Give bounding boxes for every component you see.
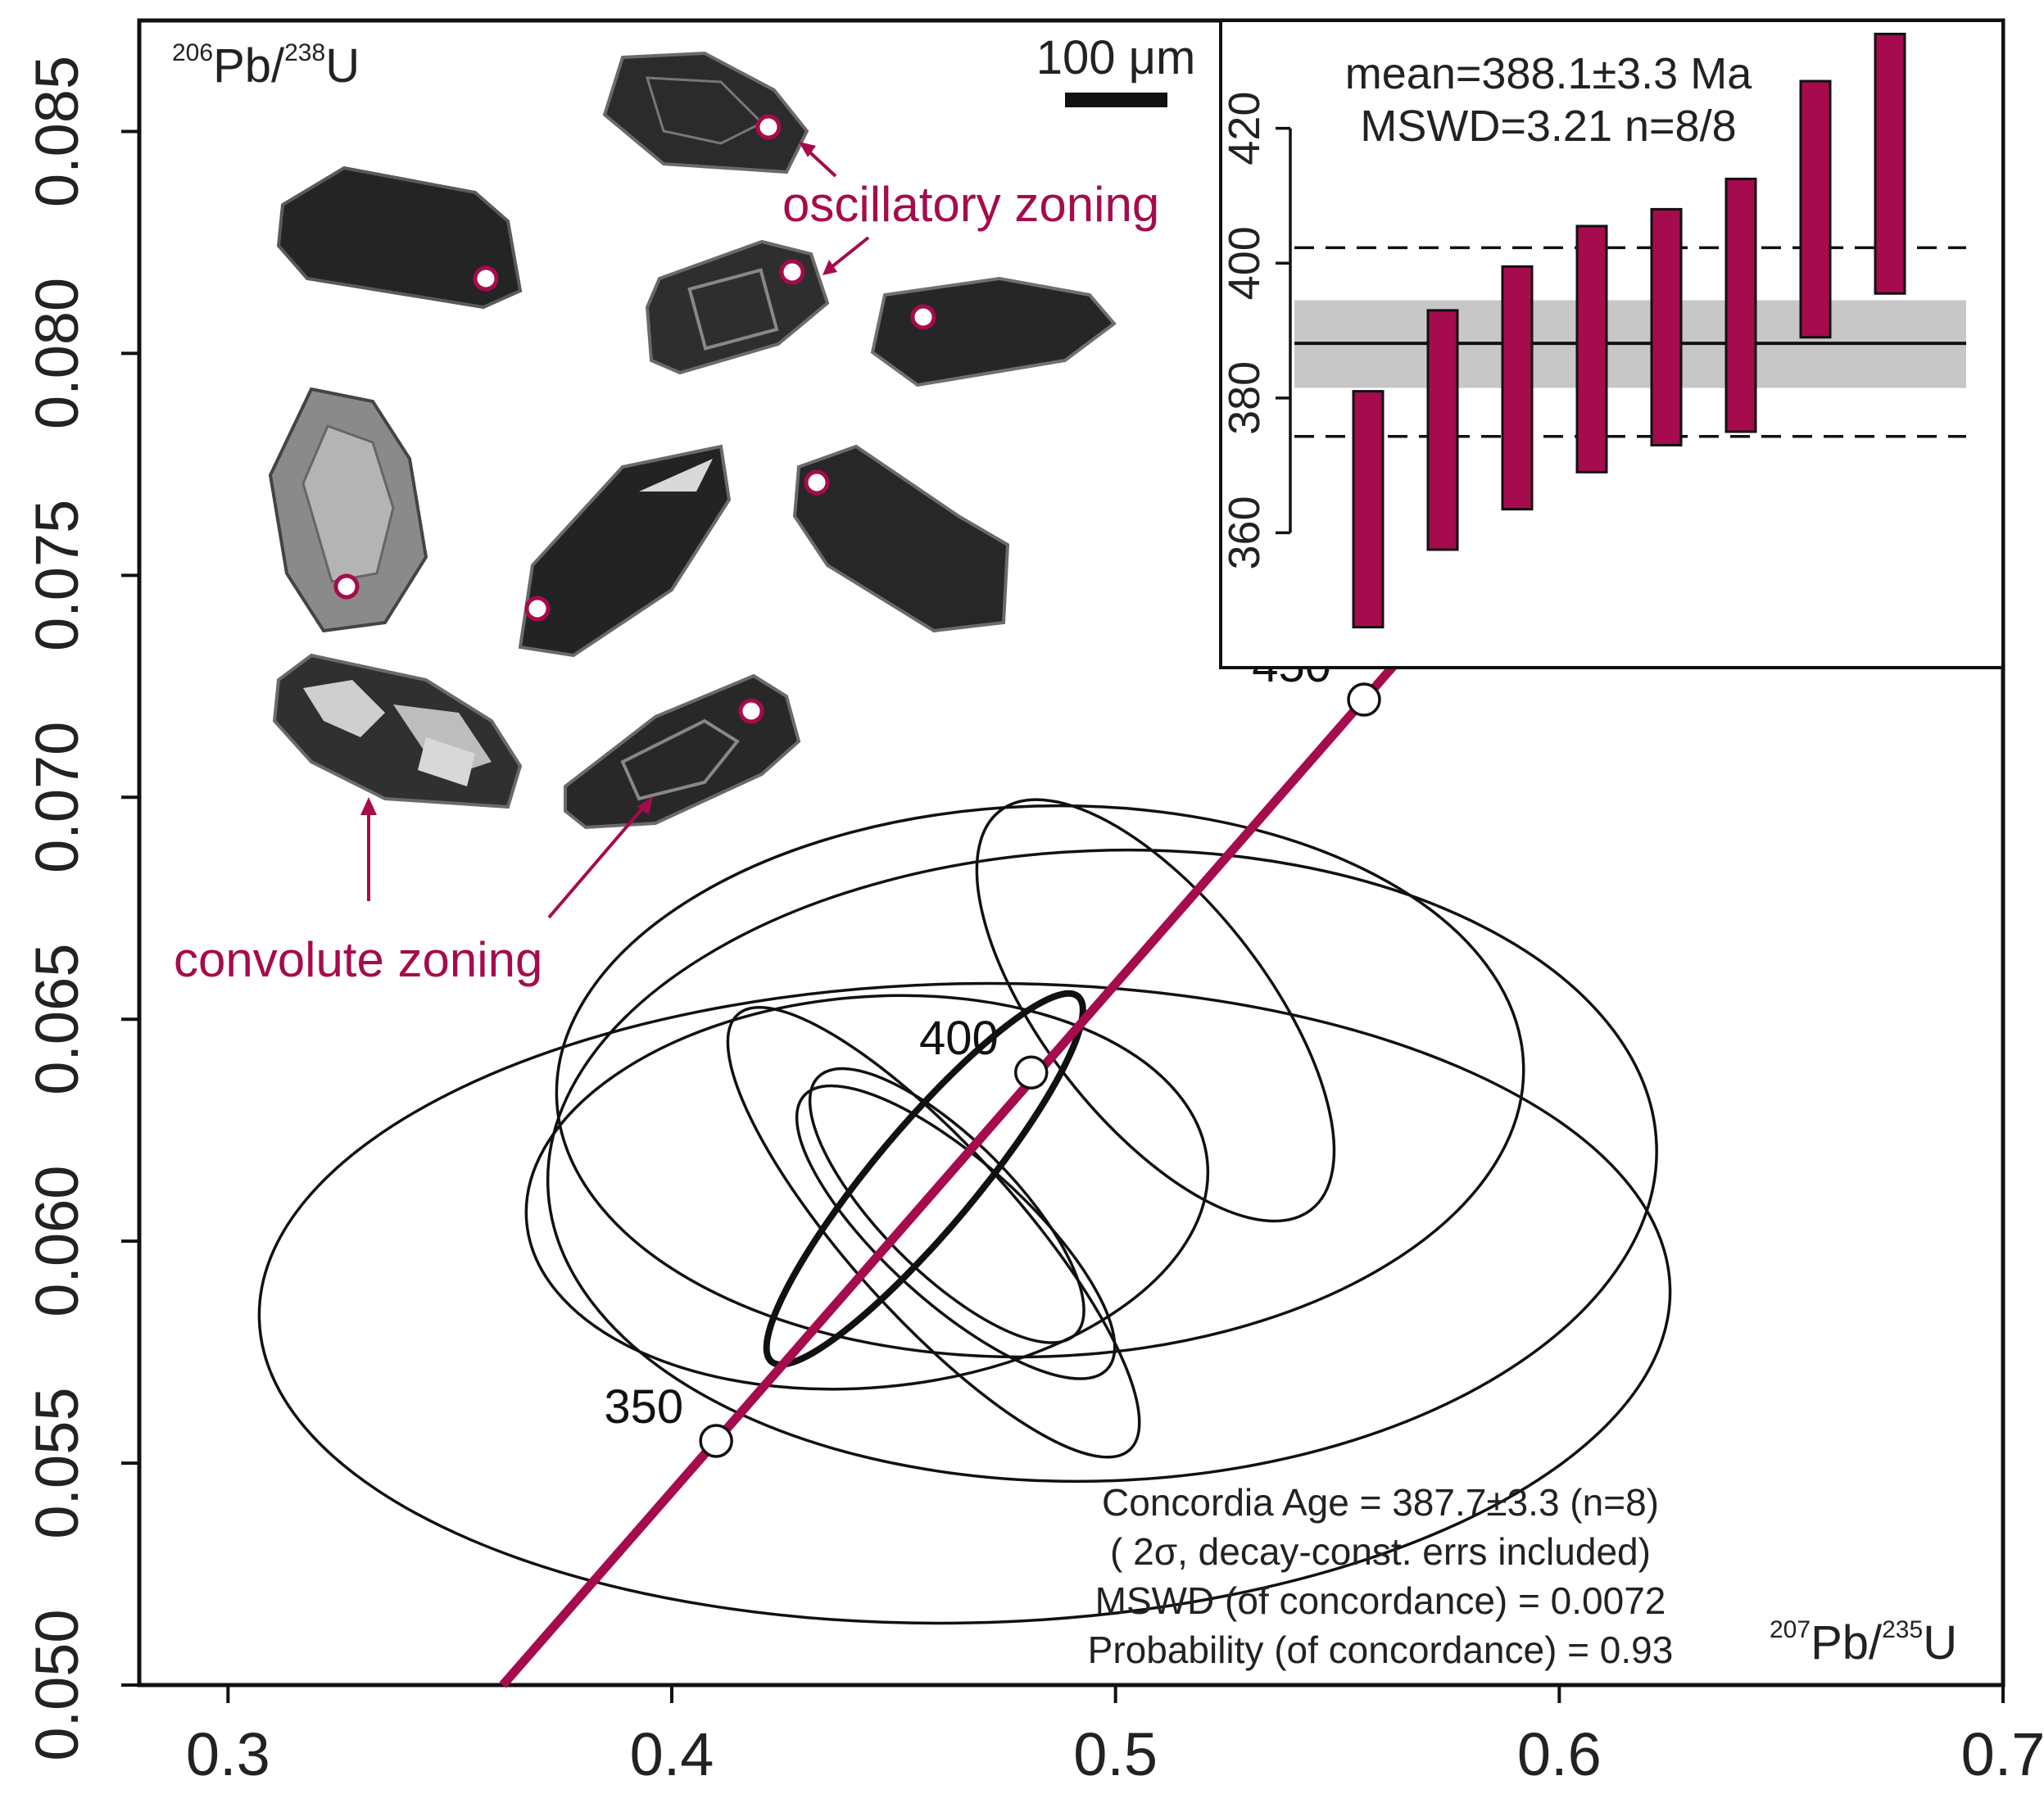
y-axis: 0.050 0.055 0.060 0.065 0.070 0.075 0.080 0.085 — [23, 56, 139, 1761]
stats-line-2: ( 2σ, decay-const. errs included) — [1110, 1530, 1651, 1573]
age-error-bar — [1352, 390, 1385, 629]
zircon-grain-4 — [870, 276, 1117, 387]
annotation-arrow — [826, 236, 870, 272]
zircon-grain-6 — [518, 444, 732, 658]
x-tick-label: 0.6 — [1517, 1720, 1602, 1788]
zircon-grain-3 — [645, 239, 830, 375]
error-ellipse — [524, 994, 1210, 1391]
x-axis: 0.3 0.4 0.5 0.6 0.7 — [186, 1685, 2044, 1788]
concordia-curve — [499, 563, 1484, 1688]
zircon-grain-2 — [276, 165, 523, 310]
inset-title-mean: mean=388.1±3.3 Ma — [1345, 49, 1752, 98]
age-marker — [699, 1424, 733, 1458]
age-error-bar — [1724, 177, 1757, 433]
arrowhead — [823, 260, 837, 275]
age-marker — [1347, 682, 1381, 717]
concordia-age-ellipse — [763, 990, 1086, 1368]
age-label: 400 — [919, 1012, 999, 1065]
weighted-mean-inset: 360 380 400 420 mean=388.1±3.3 Ma MSWD=3.21… — [1219, 19, 2005, 669]
x-tick-label: 0.7 — [1961, 1720, 2044, 1788]
inset-y-tick-label: 380 — [1220, 361, 1269, 435]
age-error-bar — [1799, 79, 1832, 339]
y-tick-label: 0.080 — [23, 278, 91, 429]
zoning-annotations: oscillatory zoning convolute zoning — [174, 142, 1159, 987]
inset-y-tick-label: 420 — [1220, 92, 1269, 165]
age-error-bar — [1650, 207, 1683, 446]
plot-frame — [137, 18, 2005, 1688]
inset-title-mswd: MSWD=3.21 n=8/8 — [1360, 102, 1736, 151]
zircon-grain-8 — [272, 653, 523, 809]
stats-line-1: Concordia Age = 387.7±3.3 (n=8) — [1102, 1481, 1659, 1524]
y-tick-label: 0.065 — [23, 944, 91, 1095]
error-ellipse — [555, 804, 1525, 1359]
stats-line-4: Probability (of concordance) = 0.93 — [1088, 1629, 1674, 1671]
error-ellipse — [546, 848, 1658, 1484]
y-axis-title: 206Pb/238U — [172, 39, 360, 93]
error-ellipse — [257, 981, 1672, 1625]
inset-y-tick-label: 360 — [1220, 496, 1269, 569]
arrowhead — [637, 796, 653, 815]
y-tick-label: 0.075 — [23, 500, 91, 651]
arrowhead — [799, 142, 816, 157]
error-ellipse — [975, 798, 1336, 1223]
age-marker — [1014, 1055, 1049, 1090]
age-error-bar — [1501, 265, 1534, 511]
concordia-curve-group: 350400450 — [499, 563, 1484, 1688]
concordia-plot: 0.050 0.055 0.060 0.065 0.070 0.075 0.080 0.085… — [23, 18, 2044, 1788]
stats-line-3: MSWD (of concordance) = 0.0072 — [1095, 1579, 1666, 1622]
error-ellipse — [808, 1067, 1085, 1344]
zircon-grain-9 — [564, 673, 801, 830]
y-tick-label: 0.050 — [23, 1609, 91, 1760]
spot-marker — [333, 573, 360, 600]
y-tick-label: 0.060 — [23, 1166, 91, 1317]
inset-y-tick-label: 400 — [1220, 226, 1269, 300]
x-axis-title: 207Pb/235U — [1770, 1616, 1957, 1669]
arrowhead — [360, 797, 377, 815]
zircon-grain-5 — [268, 387, 428, 633]
x-tick-label: 0.3 — [186, 1720, 270, 1788]
spot-marker — [804, 469, 830, 496]
spot-marker — [755, 114, 782, 140]
age-error-bar — [1575, 224, 1608, 473]
inset-y-axis: 360 380 400 420 — [1220, 92, 1292, 569]
age-label: 350 — [604, 1380, 683, 1434]
ellipse-group — [257, 798, 1672, 1625]
zircon-grain-7 — [792, 444, 1010, 633]
spot-marker — [779, 259, 805, 285]
spot-marker — [524, 596, 551, 622]
mean-band-group — [1294, 246, 1966, 438]
x-tick-label: 0.5 — [1073, 1720, 1158, 1788]
inset-bar-group — [1352, 32, 1906, 629]
spot-marker — [473, 265, 499, 292]
y-tick-label: 0.070 — [23, 722, 91, 873]
zircon-images — [268, 51, 1117, 830]
y-tick-label: 0.055 — [23, 1387, 91, 1538]
spot-marker — [910, 304, 936, 330]
scale-bar-label: 100 μm — [1036, 31, 1196, 84]
convolute-zoning-label: convolute zoning — [174, 932, 542, 987]
annotation-arrow — [547, 801, 649, 919]
zircon-grain-1 — [602, 51, 809, 174]
x-tick-label: 0.4 — [630, 1720, 714, 1788]
oscillatory-zoning-label: oscillatory zoning — [782, 177, 1159, 232]
y-tick-label: 0.085 — [23, 56, 91, 207]
spot-marker — [738, 698, 764, 724]
age-error-bar — [1426, 309, 1459, 551]
scale-bar: 100 μm — [1036, 31, 1196, 107]
error-ellipse — [795, 1084, 1117, 1380]
concordia-stats: Concordia Age = 387.7±3.3 (n=8) ( 2σ, de… — [1088, 1481, 1674, 1671]
age-error-bar — [1874, 32, 1906, 295]
